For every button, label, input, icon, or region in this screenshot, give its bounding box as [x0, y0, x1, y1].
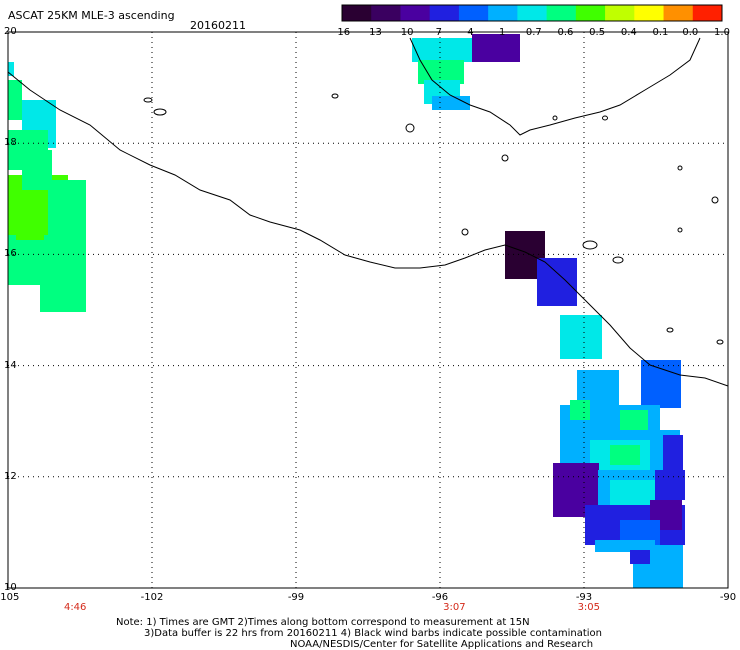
- data-cell: [663, 435, 683, 475]
- data-cell: [8, 80, 22, 120]
- data-cell: [412, 38, 472, 62]
- data-cell: [537, 258, 577, 306]
- data-cell: [48, 180, 86, 260]
- island-outline: [405, 123, 415, 133]
- figure-title: ASCAT 25KM MLE-3 ascending: [8, 9, 175, 22]
- island-outline: [612, 256, 624, 264]
- latitude-label: 18: [4, 137, 17, 149]
- data-cell: [432, 96, 470, 110]
- coastline: [7, 71, 729, 387]
- data-cell: [16, 190, 44, 240]
- colorbar-segment: [488, 5, 518, 21]
- measurement-time-label: 3:07: [443, 602, 466, 613]
- data-cell: [641, 360, 681, 408]
- colorbar-tick-label: -0.4: [617, 27, 637, 38]
- colorbar-segment: [517, 5, 548, 21]
- longitude-label: -105: [0, 592, 20, 603]
- measurement-time-label: 4:46: [63, 602, 87, 613]
- colorbar-segment: [342, 5, 372, 21]
- island-outline: [143, 97, 153, 103]
- measurement-time-label: 3:05: [577, 602, 601, 613]
- longitude-label: -93: [575, 592, 593, 603]
- colorbar-tick-label: -1: [495, 27, 506, 38]
- footer-credit: NOAA/NESDIS/Center for Satellite Applica…: [290, 639, 594, 650]
- colorbar-segment: [371, 5, 401, 21]
- colorbar-tick-label: -0.5: [585, 27, 606, 38]
- longitude-label: -102: [140, 592, 164, 603]
- colorbar-segment: [575, 5, 606, 21]
- colorbar-tick-label: 1.0: [714, 27, 730, 38]
- map-frame: [7, 31, 729, 589]
- island-outline: [461, 228, 469, 236]
- colorbar-segment: [634, 5, 665, 21]
- island-outline: [501, 154, 509, 162]
- island-outline: [153, 108, 167, 116]
- data-cell: [560, 315, 602, 359]
- latitude-label: 12: [4, 470, 17, 482]
- data-cell: [570, 400, 590, 420]
- longitude-label: -96: [431, 592, 449, 603]
- latitude-label: 16: [4, 248, 17, 260]
- island-outline: [552, 115, 558, 121]
- latitude-label: 10: [4, 582, 17, 593]
- footer-note-line1: Note: 1) Times are GMT 2)Times along bot…: [116, 617, 530, 628]
- colorbar-segment: [458, 5, 489, 21]
- latitude-label: 14: [4, 359, 17, 371]
- colorbar-tick-label: -0.6: [553, 27, 574, 38]
- island-outline: [711, 196, 719, 204]
- data-cell: [472, 34, 520, 62]
- island-outline: [582, 240, 598, 250]
- colorbar-segment: [605, 5, 635, 21]
- longitude-label: -99: [287, 592, 305, 603]
- colorbar-tick-label: -10: [397, 27, 414, 38]
- data-cell: [8, 62, 14, 76]
- data-cell: [22, 150, 52, 190]
- colorbar-segment: [546, 5, 577, 21]
- colorbar-tick-label: -4: [463, 27, 474, 38]
- island-outline: [602, 115, 608, 121]
- data-cell: [655, 470, 685, 500]
- island-outline: [677, 227, 683, 233]
- island-outline: [331, 93, 339, 99]
- data-cell: [610, 445, 640, 465]
- figure-date: 20160211: [190, 19, 246, 32]
- gulf-coastline: [409, 37, 701, 136]
- island-outline: [677, 165, 683, 171]
- footer-note-line2: 3)Data buffer is 22 hrs from 20160211 4)…: [144, 628, 602, 639]
- island-outline: [716, 339, 724, 345]
- colorbar-segment: [692, 5, 723, 21]
- colorbar-tick-label: 0.0: [682, 27, 699, 38]
- colorbar-tick-label: -0.1: [648, 27, 669, 38]
- colorbar-tick-label: -0.7: [522, 27, 542, 38]
- colorbar-tick-label: -16: [333, 27, 351, 38]
- longitude-label: -90: [719, 592, 737, 603]
- colorbar-tick-label: -13: [365, 27, 382, 38]
- colorbar-segment: [400, 5, 431, 21]
- island-outline: [666, 327, 674, 333]
- colorbar-frame: [341, 4, 723, 22]
- latitude-label: 20: [4, 26, 17, 37]
- colorbar-segment: [429, 5, 460, 21]
- data-cell: [630, 550, 650, 564]
- colorbar-tick-label: -7: [432, 27, 442, 38]
- colorbar-segment: [663, 5, 694, 21]
- data-cell: [40, 260, 86, 312]
